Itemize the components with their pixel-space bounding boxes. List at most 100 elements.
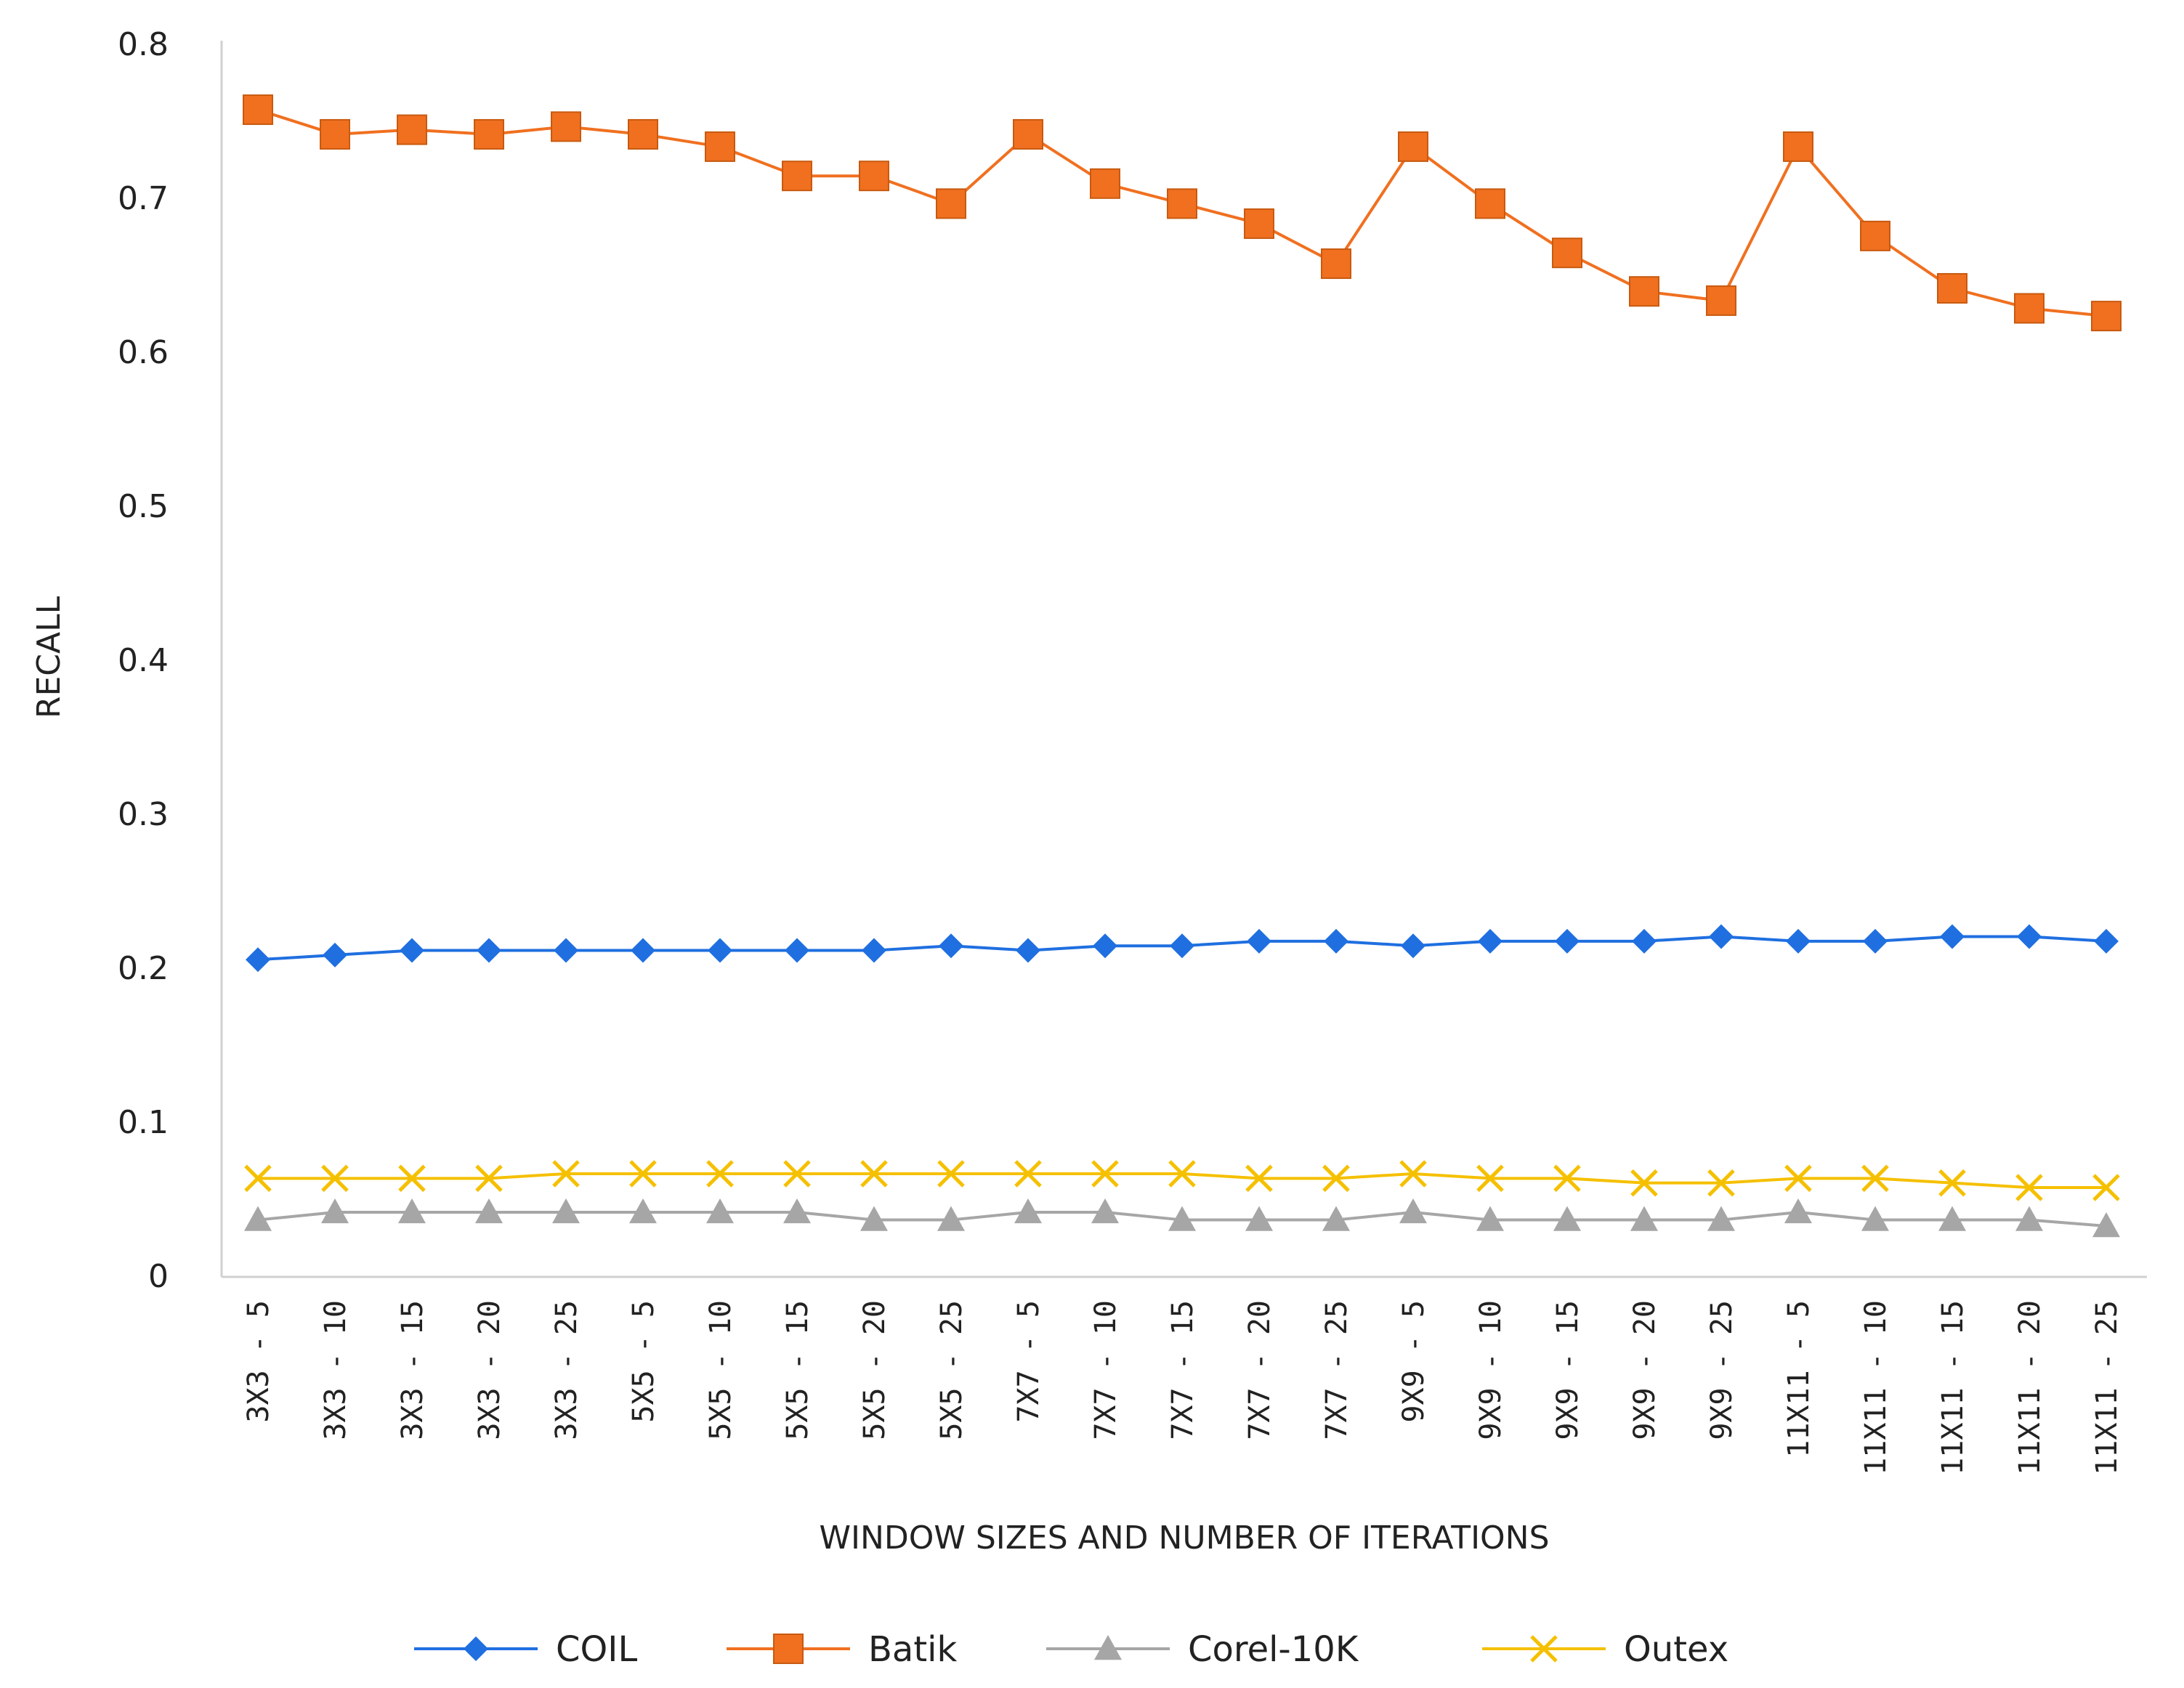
x-mark-stroke: [1530, 1635, 1558, 1663]
series-coil: [246, 924, 2119, 973]
data-point-corel-10k: [1091, 1198, 1119, 1224]
x-mark-stroke: [2092, 1174, 2120, 1201]
y-tick-label: 0.1: [118, 1104, 169, 1141]
data-point-coil: [2017, 924, 2042, 949]
series-outex: [244, 1160, 2120, 1201]
data-point-batik: [782, 161, 812, 192]
data-point-batik: [1706, 285, 1736, 316]
data-point-outex: [937, 1160, 965, 1188]
data-point-corel-10k: [1630, 1206, 1658, 1231]
plot-area: [220, 41, 2147, 1278]
data-point-coil: [1324, 928, 1348, 954]
data-point-corel-10k: [1476, 1206, 1504, 1231]
x-mark-stroke: [1938, 1169, 1966, 1197]
data-point-outex: [860, 1160, 888, 1188]
x-mark-stroke: [1553, 1164, 1581, 1193]
data-point-corel-10k: [1707, 1206, 1735, 1231]
data-point-outex: [1168, 1160, 1196, 1188]
x-mark-stroke: [1630, 1169, 1658, 1197]
data-point-batik: [1475, 188, 1505, 219]
legend-marker: [773, 1634, 804, 1664]
legend-label: Outex: [1624, 1629, 1728, 1670]
legend: COIL Batik Corel-10K Outex: [414, 1629, 1728, 1670]
y-tick-label: 0.2: [118, 950, 169, 987]
data-point-batik: [1937, 272, 1967, 304]
data-point-corel-10k: [475, 1198, 503, 1224]
data-point-outex: [552, 1160, 580, 1188]
data-point-batik: [397, 114, 427, 145]
data-point-coil: [246, 947, 270, 973]
x-mark-stroke: [937, 1160, 965, 1188]
data-point-batik: [1167, 188, 1197, 219]
data-point-batik: [1783, 131, 1813, 162]
data-point-batik: [1552, 238, 1582, 269]
data-point-outex: [1014, 1160, 1042, 1188]
data-point-batik: [1013, 118, 1043, 150]
data-point-outex: [1784, 1164, 1812, 1193]
x-mark-stroke: [783, 1160, 811, 1188]
x-mark-stroke: [1322, 1164, 1350, 1193]
x-mark-stroke: [860, 1160, 888, 1188]
legend-marker: [1094, 1635, 1122, 1660]
x-tick-label: 3X3 - 20: [473, 1300, 506, 1440]
x-tick-label: 11X11 - 10: [1859, 1300, 1893, 1475]
x-axis-title: WINDOW SIZES AND NUMBER OF ITERATIONS: [819, 1519, 1549, 1557]
data-point-outex: [629, 1160, 657, 1188]
data-point-batik: [474, 118, 504, 150]
x-tick-label: 9X9 - 20: [1628, 1300, 1662, 1440]
x-mark-stroke: [629, 1160, 657, 1188]
data-point-outex: [1861, 1164, 1889, 1193]
data-point-batik: [1244, 208, 1274, 239]
x-tick-label: 9X9 - 5: [1397, 1300, 1431, 1423]
data-point-batik: [243, 94, 273, 126]
data-point-batik: [320, 118, 350, 150]
legend-item-coil: COIL: [414, 1629, 637, 1670]
data-point-outex: [1399, 1160, 1427, 1188]
data-point-outex: [321, 1164, 349, 1193]
data-point-corel-10k: [706, 1198, 734, 1224]
data-point-corel-10k: [398, 1198, 426, 1224]
data-point-outex: [1245, 1164, 1273, 1193]
data-point-batik: [1090, 168, 1120, 199]
legend-item-outex: Outex: [1482, 1629, 1728, 1670]
data-point-outex: [1322, 1164, 1350, 1193]
x-tick-label: 7X7 - 20: [1243, 1300, 1277, 1440]
data-point-corel-10k: [321, 1198, 349, 1224]
y-tick-label: 0.7: [118, 180, 169, 217]
x-tick-label: 3X3 - 15: [396, 1300, 429, 1440]
y-tick-label: 0.4: [118, 642, 169, 679]
y-tick-label: 0.8: [118, 26, 169, 63]
data-point-batik: [1321, 248, 1351, 280]
data-point-outex: [475, 1164, 503, 1193]
y-tick-label: 0: [148, 1258, 169, 1295]
data-point-coil: [708, 938, 732, 963]
data-point-coil: [1247, 928, 1271, 954]
x-mark-stroke: [1091, 1160, 1119, 1188]
x-mark-stroke: [706, 1160, 734, 1188]
data-point-corel-10k: [1553, 1206, 1581, 1231]
legend-label: Corel-10K: [1188, 1629, 1359, 1670]
data-point-coil: [1709, 924, 1734, 949]
data-point-coil: [785, 938, 809, 963]
x-mark-stroke: [475, 1164, 503, 1193]
x-mark-stroke: [1014, 1160, 1042, 1188]
data-point-outex: [244, 1164, 272, 1193]
data-point-batik: [936, 188, 966, 219]
x-mark-stroke: [2015, 1174, 2043, 1201]
data-point-outex: [1553, 1164, 1581, 1193]
y-tick-label: 0.6: [118, 334, 169, 371]
data-point-coil: [1170, 933, 1194, 959]
x-tick-label: 7X7 - 5: [1012, 1300, 1046, 1423]
legend-marker: [464, 1636, 488, 1661]
x-tick-label: 3X3 - 10: [319, 1300, 352, 1440]
x-mark-stroke: [244, 1164, 272, 1193]
data-point-coil: [323, 942, 347, 967]
x-mark-stroke: [1399, 1160, 1427, 1188]
data-point-coil: [1863, 928, 1888, 954]
x-mark-stroke: [1245, 1164, 1273, 1193]
legend-marker: [1530, 1635, 1558, 1663]
x-tick-label: 5X5 - 10: [704, 1300, 737, 1440]
data-point-corel-10k: [937, 1206, 965, 1231]
data-point-batik: [1629, 276, 1659, 307]
